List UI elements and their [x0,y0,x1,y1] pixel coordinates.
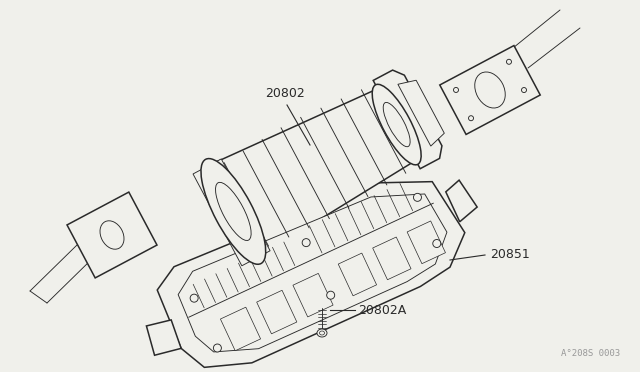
Polygon shape [257,290,297,334]
Ellipse shape [413,193,422,201]
Polygon shape [157,182,465,367]
Polygon shape [193,159,270,266]
Polygon shape [178,194,447,352]
Ellipse shape [454,87,458,93]
Ellipse shape [475,72,505,108]
Ellipse shape [317,329,327,337]
Ellipse shape [372,84,421,165]
Ellipse shape [326,291,335,299]
Text: A°208S 0003: A°208S 0003 [561,349,620,358]
Polygon shape [338,253,376,296]
Ellipse shape [302,238,310,247]
Text: 20802: 20802 [265,87,305,100]
Polygon shape [147,320,181,355]
Polygon shape [220,307,260,351]
Polygon shape [293,273,333,317]
Polygon shape [440,45,540,134]
Ellipse shape [100,221,124,249]
Polygon shape [209,89,416,257]
Ellipse shape [522,87,527,93]
Ellipse shape [468,116,474,121]
Polygon shape [67,192,157,278]
Text: 20851: 20851 [490,248,530,262]
Polygon shape [398,80,444,146]
Polygon shape [446,180,477,222]
Ellipse shape [319,331,324,335]
Ellipse shape [201,158,266,264]
Polygon shape [372,237,411,280]
Ellipse shape [190,294,198,302]
Polygon shape [373,70,442,169]
Ellipse shape [506,59,511,64]
Ellipse shape [213,344,221,352]
Polygon shape [407,221,445,264]
Text: 20802A: 20802A [358,304,406,317]
Ellipse shape [433,240,441,247]
